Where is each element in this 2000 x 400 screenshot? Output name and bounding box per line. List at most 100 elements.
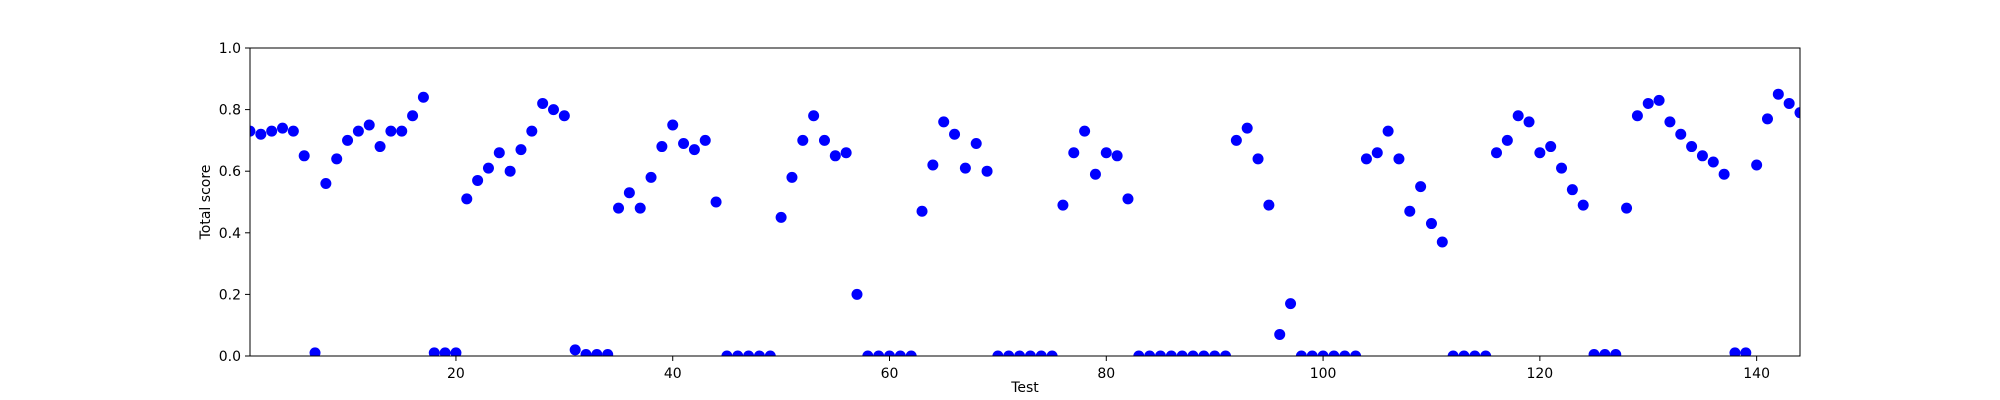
point — [547, 104, 559, 116]
point — [873, 350, 885, 356]
point — [851, 288, 863, 300]
point — [1382, 125, 1394, 137]
x-tick-label: 40 — [664, 366, 682, 382]
point — [1404, 205, 1416, 217]
point — [1761, 113, 1773, 125]
point — [1165, 350, 1177, 356]
point — [938, 116, 950, 128]
point — [1079, 125, 1091, 137]
point — [1696, 150, 1708, 162]
point — [1425, 218, 1437, 230]
point — [1491, 147, 1503, 159]
point — [558, 110, 570, 122]
plot-points — [250, 88, 1800, 356]
point — [1534, 147, 1546, 159]
point — [829, 150, 841, 162]
x-tick-label: 120 — [1526, 366, 1553, 382]
point — [1751, 159, 1763, 171]
x-tick-label: 60 — [881, 366, 899, 382]
y-tick-label: 0.2 — [219, 287, 241, 303]
point — [1252, 153, 1264, 165]
point — [1154, 350, 1166, 356]
point — [764, 350, 776, 356]
point — [352, 125, 364, 137]
point — [1285, 298, 1297, 310]
point — [1274, 328, 1286, 340]
point — [678, 137, 690, 149]
point — [1144, 350, 1156, 356]
point — [298, 150, 310, 162]
point — [1133, 350, 1145, 356]
plot-frame — [249, 47, 1801, 357]
point — [396, 125, 408, 137]
point — [1675, 128, 1687, 140]
point — [1566, 184, 1578, 196]
point — [320, 178, 332, 190]
point — [1794, 107, 1800, 119]
point — [1230, 134, 1242, 146]
point — [743, 350, 755, 356]
point — [970, 137, 982, 149]
point — [1642, 97, 1654, 109]
point — [818, 134, 830, 146]
point — [916, 205, 928, 217]
point — [342, 134, 354, 146]
point — [1360, 153, 1372, 165]
point — [688, 144, 700, 156]
point — [428, 347, 440, 356]
point — [472, 174, 484, 186]
point — [894, 350, 906, 356]
point — [309, 347, 321, 356]
point — [613, 202, 625, 214]
point — [1610, 348, 1622, 356]
point — [407, 110, 419, 122]
point — [732, 350, 744, 356]
point — [1328, 350, 1340, 356]
point — [287, 125, 299, 137]
point — [1740, 347, 1752, 356]
point — [1664, 116, 1676, 128]
point — [753, 350, 765, 356]
point — [1772, 88, 1784, 100]
point — [277, 122, 289, 134]
point — [461, 193, 473, 205]
y-tick-label: 0.6 — [219, 164, 241, 180]
point — [981, 165, 993, 177]
point — [775, 211, 787, 223]
point — [1523, 116, 1535, 128]
x-tick-label: 80 — [1097, 366, 1115, 382]
point — [1577, 199, 1589, 211]
point — [949, 128, 961, 140]
point — [1707, 156, 1719, 168]
point — [721, 350, 733, 356]
point — [450, 347, 462, 356]
point — [1393, 153, 1405, 165]
point — [1686, 141, 1698, 153]
point — [1783, 97, 1795, 109]
point — [580, 348, 592, 356]
x-tick-label: 100 — [1310, 366, 1337, 382]
point — [786, 171, 798, 183]
point — [1046, 350, 1058, 356]
point — [667, 119, 679, 131]
point — [266, 125, 278, 137]
point — [1220, 350, 1232, 356]
point — [1198, 350, 1210, 356]
point — [1089, 168, 1101, 180]
y-tick-label: 1.0 — [219, 41, 241, 57]
point — [710, 196, 722, 208]
point — [1556, 162, 1568, 174]
point — [1480, 350, 1492, 356]
point — [797, 134, 809, 146]
point — [699, 134, 711, 146]
point — [905, 350, 917, 356]
point — [1718, 168, 1730, 180]
point — [992, 350, 1004, 356]
point — [1621, 202, 1633, 214]
point — [927, 159, 939, 171]
point — [255, 128, 267, 140]
y-axis-label: Total score — [198, 165, 214, 241]
point — [1317, 350, 1329, 356]
point — [250, 125, 256, 137]
point — [1545, 141, 1557, 153]
